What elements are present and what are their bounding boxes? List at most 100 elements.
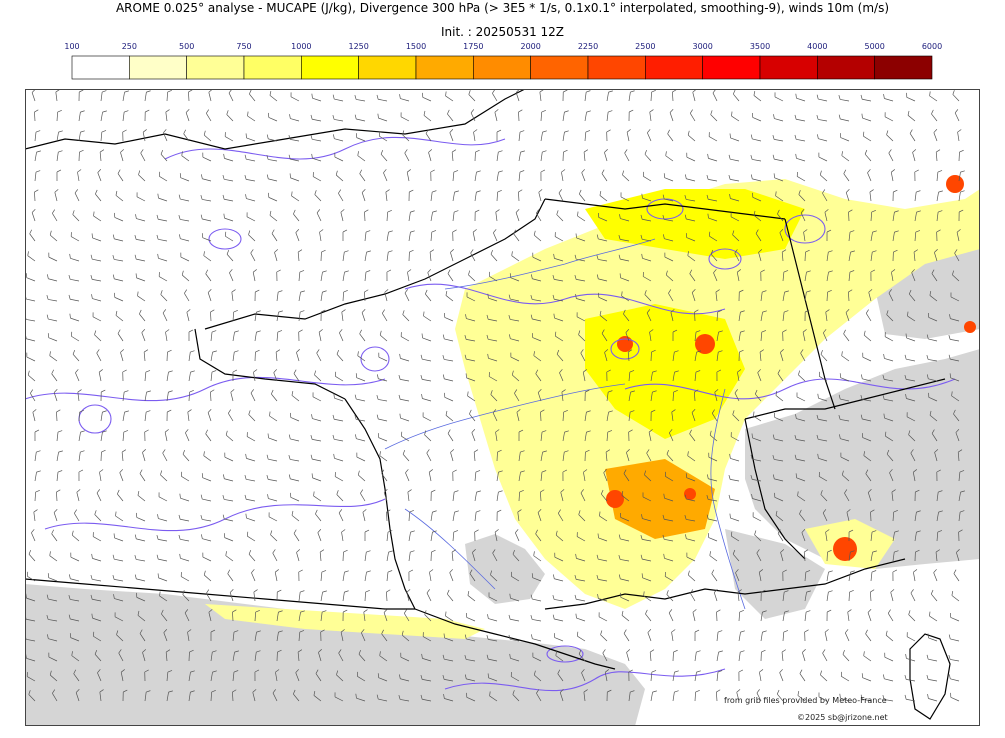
wind-barb (518, 130, 525, 142)
wind-barb (274, 249, 279, 262)
wind-barb (117, 489, 124, 502)
wind-barb (32, 409, 37, 422)
wind-barb (399, 413, 410, 422)
wind-barb (112, 255, 124, 262)
wind-barb (364, 270, 371, 282)
wind-barb (314, 190, 322, 202)
wind-barb (223, 153, 234, 162)
wind-barb (577, 211, 586, 222)
wind-barb (716, 330, 723, 342)
wind-barb (398, 374, 410, 382)
wind-barb (383, 609, 388, 622)
wind-barb (254, 610, 260, 622)
wind-barb (716, 670, 723, 682)
wind-barb (596, 554, 608, 562)
wind-barb (450, 449, 455, 462)
wind-barb (139, 629, 146, 642)
wind-barb (716, 369, 722, 382)
wind-barb (555, 331, 564, 342)
wind-barb (884, 112, 894, 122)
wind-barb (99, 469, 104, 482)
wind-barb (870, 230, 877, 242)
wind-barb (906, 92, 916, 102)
divergence-cell-4 (708, 248, 742, 270)
wind-barb (112, 274, 124, 282)
wind-barb (862, 352, 872, 362)
wind-barb (487, 353, 498, 362)
wind-barb (468, 90, 476, 102)
wind-barb (826, 289, 832, 302)
wind-barb (890, 169, 896, 182)
wind-barb (689, 109, 696, 122)
wind-barb (25, 273, 36, 282)
divergence-line-north (164, 136, 506, 160)
wind-barb (386, 530, 393, 542)
wind-barb (716, 650, 723, 662)
wind-barb (122, 390, 129, 402)
wind-barb (421, 333, 432, 342)
wind-barb (442, 355, 454, 362)
wind-barb (34, 189, 39, 202)
wind-barb (684, 214, 696, 222)
wind-barb (68, 274, 80, 282)
wind-barb (662, 514, 674, 522)
wind-barb (892, 550, 899, 562)
wind-barb (205, 269, 212, 282)
coastlines (25, 89, 951, 720)
wind-barb (442, 654, 454, 662)
wind-barb (736, 269, 741, 282)
wind-barb (621, 490, 630, 502)
wind-barb (206, 109, 212, 122)
wind-barb (48, 652, 58, 662)
wind-barb (816, 94, 828, 102)
coast-atlantic (344, 398, 416, 610)
wind-barb (158, 171, 168, 182)
wind-barb (711, 569, 718, 582)
wind-barb (931, 429, 938, 442)
wind-barb (166, 690, 173, 702)
wind-barb (31, 529, 36, 542)
wind-barb (751, 433, 762, 442)
wind-barb (728, 154, 740, 162)
wind-barb (606, 689, 612, 702)
wind-barb (245, 513, 256, 522)
wind-barb (531, 274, 542, 282)
wind-barb (552, 595, 564, 602)
wind-barb (166, 409, 172, 422)
wind-barb (495, 429, 500, 442)
wind-barb (913, 569, 918, 582)
wind-barb (163, 629, 168, 642)
wind-barb (188, 690, 195, 702)
wind-barb (425, 129, 432, 142)
wind-barb (474, 529, 479, 542)
wind-barb (268, 192, 278, 202)
wind-barb (956, 549, 960, 562)
wind-barb (357, 470, 366, 482)
wind-barb (333, 453, 344, 462)
wind-barb (557, 509, 564, 522)
wind-barb (144, 410, 151, 422)
wind-barb (398, 394, 410, 402)
wind-barb (576, 312, 586, 322)
wind-barb (540, 430, 547, 442)
wind-barb (496, 509, 502, 522)
wind-barb (868, 289, 873, 302)
wind-barb (728, 174, 740, 182)
wind-barb (186, 309, 191, 322)
wind-barb (929, 611, 938, 622)
wind-barb (838, 394, 850, 402)
wind-barb (210, 650, 217, 662)
wind-barb (408, 230, 415, 242)
wind-barb (738, 349, 744, 362)
wind-barb (641, 253, 652, 262)
wind-barb (232, 609, 237, 622)
wind-barb (364, 529, 370, 542)
wind-barb (782, 329, 787, 342)
wind-barb (355, 693, 366, 702)
wind-barb (157, 193, 168, 202)
wind-barb (376, 94, 388, 102)
wind-barb (271, 389, 278, 402)
init-time: Init. : 20250531 12Z (440, 25, 565, 39)
wind-barb (936, 469, 941, 482)
wind-barb (694, 670, 701, 682)
